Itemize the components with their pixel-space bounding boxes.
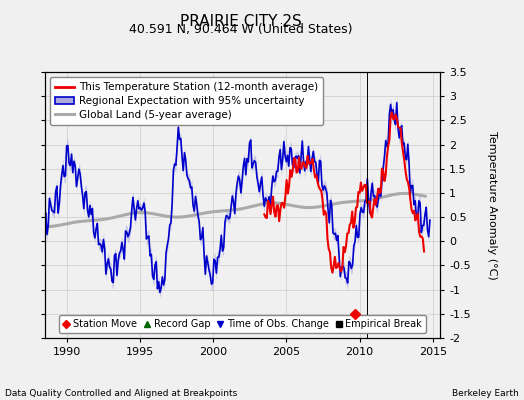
Text: Data Quality Controlled and Aligned at Breakpoints: Data Quality Controlled and Aligned at B…	[5, 389, 237, 398]
Legend: Station Move, Record Gap, Time of Obs. Change, Empirical Break: Station Move, Record Gap, Time of Obs. C…	[59, 315, 426, 333]
Text: PRAIRIE CITY 2S: PRAIRIE CITY 2S	[180, 14, 302, 29]
Y-axis label: Temperature Anomaly (°C): Temperature Anomaly (°C)	[487, 131, 497, 279]
Text: 40.591 N, 90.464 W (United States): 40.591 N, 90.464 W (United States)	[129, 23, 353, 36]
Text: Berkeley Earth: Berkeley Earth	[452, 389, 519, 398]
